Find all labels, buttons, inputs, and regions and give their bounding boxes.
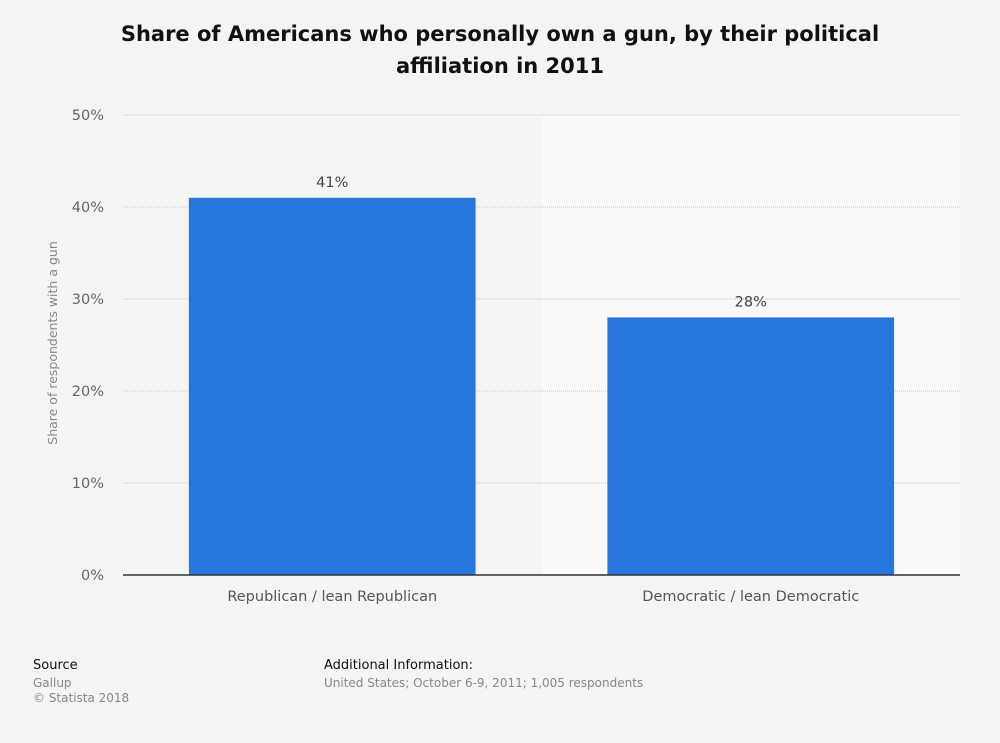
y-tick-label: 30% (72, 292, 104, 308)
data-label: 28% (735, 294, 767, 310)
copyright-text: © Statista 2018 (33, 691, 130, 705)
x-tick-label: Republican / lean Republican (227, 589, 437, 605)
additional-info-heading: Additional Information: (324, 658, 474, 673)
bar-0 (188, 197, 476, 576)
bar-chart: 0% 10% 20% 30% 40% 50% Share of respondents wi… (45, 108, 960, 605)
y-tick-label: 10% (72, 476, 104, 492)
y-tick-label: 20% (72, 384, 104, 400)
additional-info-text: United States; October 6-9, 2011; 1,005 … (324, 676, 644, 690)
chart-title: Share of Americans who personally own a … (120, 22, 880, 78)
source-heading: Source (33, 658, 78, 673)
source-name: Gallup (33, 676, 72, 690)
bar-1 (607, 317, 895, 575)
x-tick-label: Democratic / lean Democratic (642, 589, 859, 605)
y-tick-label: 40% (72, 200, 104, 216)
y-tick-label: 0% (81, 568, 104, 584)
source-block: Source Gallup © Statista 2018 (33, 658, 129, 706)
additional-info-block: Additional Information: United States; O… (324, 658, 643, 691)
y-axis-title: Share of respondents with a gun (45, 241, 60, 444)
y-tick-label: 50% (72, 108, 104, 124)
data-label: 41% (316, 175, 348, 191)
